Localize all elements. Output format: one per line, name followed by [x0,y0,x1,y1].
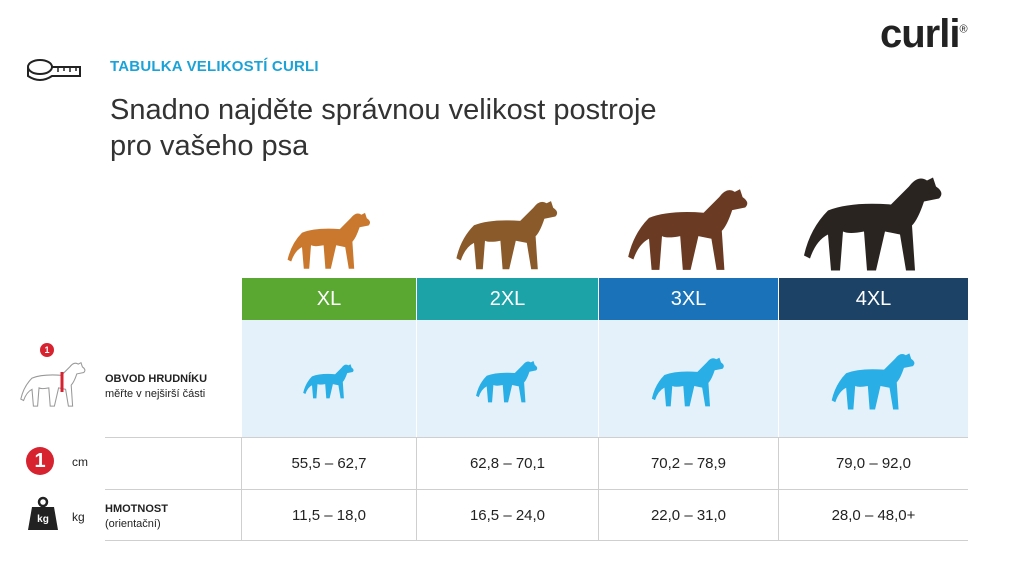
weight-icon [28,496,58,530]
title-line: Snadno najděte správnou velikost postroj… [110,94,657,126]
row-label: OBVOD HRUDNÍKU měřte v nejširší části [105,372,207,402]
dog-shape [476,360,538,403]
logo-text: curli [880,12,960,56]
badge: 1 [40,343,54,357]
dog-silhouette [303,364,354,399]
weight-badge: kg [37,514,49,525]
logo-mark: ® [959,23,967,36]
row-title: HMOTNOST [105,503,168,515]
dog-shape [831,353,915,410]
dog-photo-shape [804,177,942,271]
dog-silhouette [476,360,538,403]
dog-silhouette [651,357,724,406]
dog-photo [456,201,558,270]
value-cell: 70,2 – 78,9 [598,437,778,490]
row-line [105,489,241,490]
value-cell: 55,5 – 62,7 [241,437,416,490]
value-cell: 79,0 – 92,0 [778,437,968,490]
dog-photo-shape [628,189,748,270]
row-note: (orientační) [105,518,161,530]
size-header: 4XL [778,278,968,320]
size-header: 3XL [598,278,778,320]
dog-shape [651,357,724,406]
title: Snadno najděte správnou velikost postroj… [110,92,657,164]
size-header: XL [241,278,416,320]
row-line [105,437,241,438]
unit: kg [72,510,85,524]
value-cell: 16,5 – 24,0 [416,490,598,541]
unit: cm [72,455,88,469]
row-label: HMOTNOST (orientační) [105,502,168,532]
dog-shape [303,364,354,399]
row-title: OBVOD HRUDNÍKU [105,373,208,385]
dog-photo [287,212,370,269]
badge: 1 [26,447,54,475]
size-header: 2XL [416,278,598,320]
dog-photo-shape [287,212,370,269]
tape-icon [27,59,81,81]
dog-silhouette [831,353,915,410]
dog-outline-icon [20,362,86,407]
dog-photo [804,177,942,271]
value-cell: 62,8 – 70,1 [416,437,598,490]
dog-photo-shape [456,201,558,270]
row-line [105,540,241,541]
logo: curli® [880,12,968,57]
title-line: pro vašeho psa [110,130,309,162]
value-cell: 22,0 – 31,0 [598,490,778,541]
value-cell: 11,5 – 18,0 [241,490,416,541]
value-cell: 28,0 – 48,0+ [778,490,968,541]
dog-photo [628,189,748,270]
row-note: měřte v nejširší části [105,388,206,400]
kicker: TABULKA VELIKOSTÍ CURLI [110,58,319,75]
